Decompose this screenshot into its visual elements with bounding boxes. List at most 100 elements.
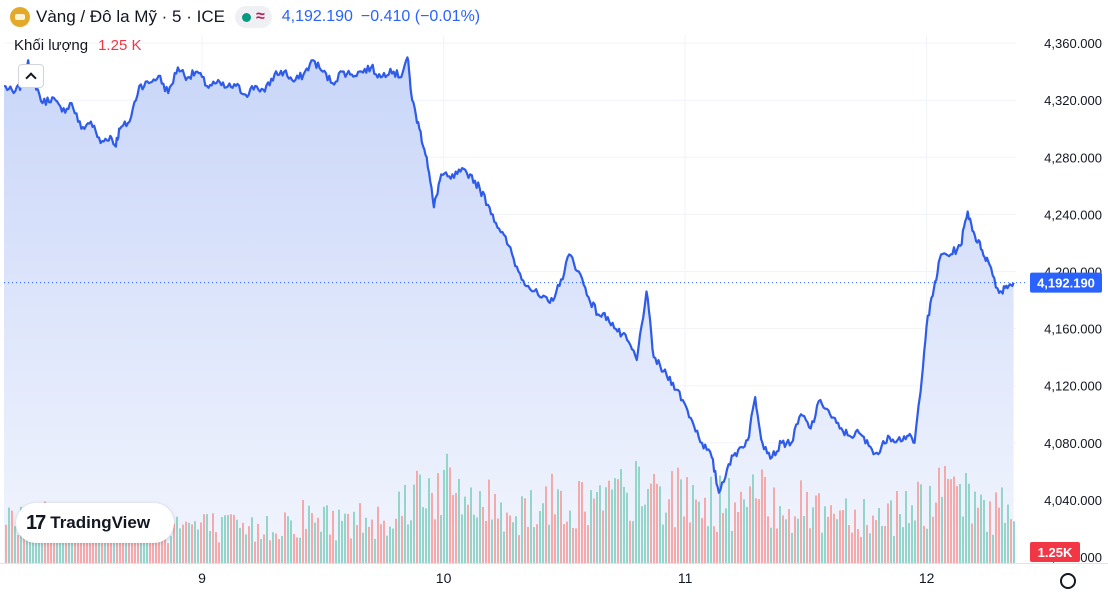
volume-bar [578,480,580,563]
volume-bar [980,494,982,563]
gold-coin-icon [10,7,30,27]
volume-bar [929,486,931,563]
volume-bar [422,507,424,563]
symbol-title[interactable]: Vàng / Đô la Mỹ · 5 · ICE [36,7,225,26]
volume-bar [752,474,754,563]
volume-bar [374,538,376,563]
x-tick-label: 10 [436,570,452,586]
volume-bar [263,534,265,563]
volume-bar [821,532,823,563]
volume-bar [467,504,469,563]
volume-bars [5,453,1015,563]
x-tick-label: 9 [198,570,206,586]
volume-bar [110,523,112,563]
volume-bar [539,510,541,563]
volume-bar [893,535,895,563]
volume-bar [935,502,937,563]
volume-bar [968,483,970,563]
volume-bar [245,534,247,563]
volume-bar [1001,487,1003,563]
volume-bar [809,528,811,563]
volume-bar [518,535,520,563]
volume-bar [587,525,589,563]
volume-bar [911,505,913,563]
volume-bar [530,490,532,563]
volume-bar [338,509,340,563]
volume-bar [404,485,406,563]
volume-bar [842,509,844,563]
volume-bar [446,453,448,563]
volume-bar [191,524,193,563]
volume-bar [155,530,157,563]
volume-bar [89,538,91,563]
volume-bar [971,523,973,563]
volume-bar [275,533,277,563]
volume-bar [419,474,421,563]
volume-bar [707,526,709,563]
volume-bar [932,516,934,563]
price-line[interactable] [4,56,1015,494]
volume-bar [8,507,10,563]
volume-bar [620,469,622,563]
tradingview-logo[interactable]: 17 TradingView [16,503,174,543]
volume-bar [755,498,757,563]
volume-bar [827,516,829,563]
volume-bar [143,526,145,563]
volume-bar [917,481,919,563]
status-pill[interactable]: ≈ [234,6,272,28]
volume-badge-bg [1030,542,1080,562]
volume-bar [854,509,856,563]
x-axis[interactable]: 9 10 11 12 [198,570,934,586]
volume-bar [608,480,610,563]
volume-bar [887,503,889,563]
volume-bar [779,506,781,563]
symbol-legend[interactable]: Vàng / Đô la Mỹ · 5 · ICE ≈ 4,192.190 −0… [10,6,480,28]
volume-bar [491,519,493,563]
volume-bar [983,500,985,563]
volume-bar [926,528,928,563]
collapse-legend-button[interactable] [18,64,44,88]
volume-bar [182,524,184,563]
volume-bar [521,496,523,563]
volume-bar [860,536,862,563]
volume-bar [455,493,457,563]
volume-bar [557,489,559,563]
volume-bar [749,486,751,563]
volume-bar [359,503,361,563]
volume-bar [668,499,670,563]
volume-bar [659,486,661,563]
volume-bar [680,479,682,563]
volume-bar [773,487,775,563]
volume-bar [197,529,199,563]
chart-settings-button[interactable] [1057,570,1079,592]
volume-bar [386,535,388,563]
y-tick-label: 4,240.000 [1044,207,1102,222]
y-axis[interactable]: 4,360.0004,320.0004,280.0004,240.0004,20… [1044,36,1102,565]
volume-bar [554,514,556,563]
chevron-up-icon [25,72,37,84]
volume-bar [272,532,274,563]
volume-bar [320,531,322,563]
volume-bar [803,516,805,563]
volume-label: Khối lượng [14,37,89,54]
volume-bar [170,536,172,563]
volume-bar [353,511,355,563]
volume-bar [308,505,310,563]
volume-bar [746,506,748,563]
volume-bar [425,508,427,563]
volume-legend[interactable]: Khối lượng 1.25 K [14,37,141,54]
volume-bar [596,491,598,563]
volume-bar [407,524,409,563]
volume-bar [797,518,799,563]
volume-bar [59,528,61,563]
volume-bar [368,526,370,563]
volume-value: 1.25 K [98,37,142,54]
volume-bar [119,536,121,563]
volume-bar [767,516,769,563]
volume-bar [722,512,724,563]
volume-bar [845,498,847,563]
volume-bar [149,534,151,563]
volume-bar [830,505,832,563]
